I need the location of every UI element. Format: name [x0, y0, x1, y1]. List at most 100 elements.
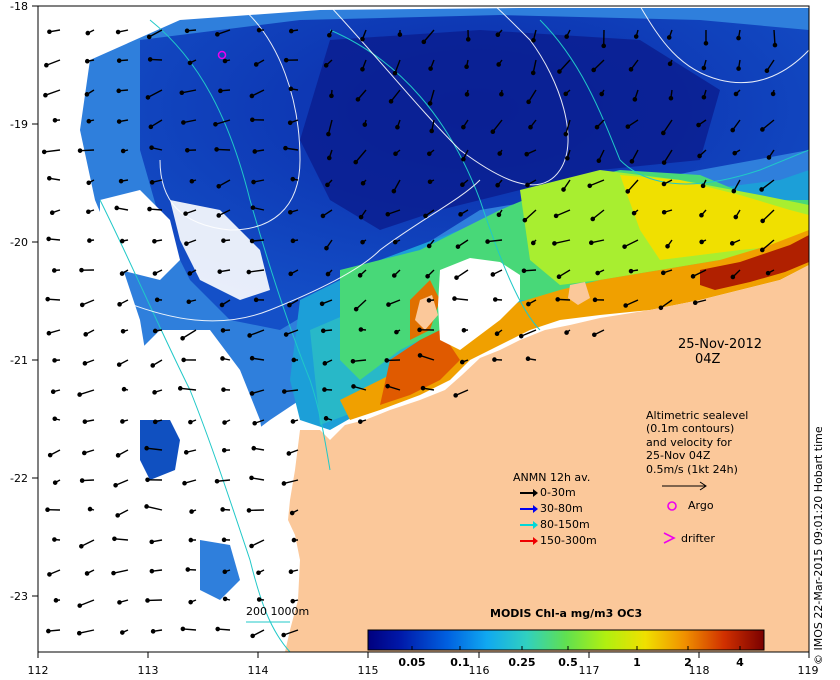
velocity-arrow [81, 539, 95, 547]
velocity-arrow [592, 209, 605, 220]
credit-text: © IMOS 22-Mar-2015 09:01:20 Hobart time [812, 426, 825, 665]
velocity-arrow-head [53, 598, 59, 603]
velocity-arrow-head [287, 302, 292, 308]
velocity-arrow-head [149, 145, 154, 150]
velocity-arrow-head [82, 361, 88, 366]
velocity-arrow-head [117, 302, 122, 307]
velocity-arrow-head [730, 274, 736, 280]
velocity-arrow [555, 209, 571, 217]
velocity-arrow [524, 209, 537, 221]
velocity-arrow-head [44, 62, 49, 68]
velocity-arrow-head [426, 243, 432, 249]
velocity-arrow-head [146, 34, 152, 40]
velocity-arrow [761, 179, 775, 191]
velocity-arrow-head [182, 480, 187, 486]
altimetry-note: 0.5m/s (1kt 24h) [646, 463, 738, 476]
colorbar-label: 4 [736, 656, 744, 669]
velocity-arrow-head [358, 214, 364, 220]
velocity-arrow-head [46, 330, 52, 336]
velocity-arrow-head [464, 92, 470, 97]
velocity-arrow-head [667, 61, 673, 67]
velocity-arrow-head [286, 451, 292, 456]
x-tick-label: 116 [468, 664, 490, 677]
time-label: 04Z [695, 352, 721, 367]
velocity-arrow-head [217, 269, 223, 274]
velocity-arrow-head [565, 155, 570, 161]
velocity-scale-arrow [662, 481, 707, 491]
velocity-arrow-head [77, 148, 83, 153]
velocity-arrow-head [759, 187, 764, 192]
velocity-arrow-head [118, 178, 124, 184]
velocity-arrow [147, 89, 163, 99]
velocity-arrow-head [120, 328, 126, 334]
velocity-arrow-head [116, 58, 122, 63]
bathymetry-contours [99, 19, 809, 652]
velocity-arrow-head [553, 213, 559, 219]
velocity-arrow-head [216, 213, 222, 218]
velocity-arrow-head [79, 478, 85, 483]
velocity-arrow-head [459, 359, 465, 365]
velocity-arrow-head [179, 90, 185, 96]
velocity-arrow-head [360, 66, 365, 72]
y-tick-label: -18 [10, 0, 28, 13]
velocity-arrow [113, 569, 129, 574]
velocity-arrow-head [221, 447, 227, 453]
velocity-arrow-head [253, 297, 259, 303]
velocity-arrow-head [46, 628, 51, 634]
velocity-arrow-head [180, 626, 186, 632]
x-tick-label: 117 [578, 664, 600, 677]
velocity-arrow [627, 179, 639, 192]
velocity-arrow [355, 149, 367, 163]
velocity-arrow-head [700, 183, 706, 189]
velocity-arrow-head [82, 419, 88, 424]
velocity-arrow-head [47, 452, 53, 458]
velocity-arrow-head [525, 356, 531, 361]
velocity-arrow-head [632, 97, 638, 102]
velocity-arrow-head [319, 301, 325, 307]
date-label: 25-Nov-2012 [678, 337, 763, 352]
velocity-arrow-head [592, 332, 597, 338]
velocity-arrow-head [214, 478, 220, 484]
velocity-arrow-head [150, 629, 156, 634]
velocity-arrow-head [119, 271, 125, 276]
velocity-arrow-head [358, 327, 364, 332]
velocity-arrow-head [148, 124, 154, 130]
velocity-arrow-head [185, 567, 191, 572]
velocity-arrow-head [661, 130, 666, 136]
velocity-arrow-head [599, 91, 605, 97]
velocity-arrow-head [249, 543, 254, 549]
velocity-arrow-head [759, 247, 765, 253]
velocity-arrow-head [668, 95, 674, 101]
velocity-arrow-head [556, 274, 562, 280]
velocity-arrow-head [628, 268, 634, 274]
velocity-arrow-head [79, 302, 85, 308]
velocity-arrow-head [563, 131, 569, 137]
velocity-arrow-head [152, 390, 157, 395]
velocity-arrow-head [555, 297, 561, 302]
velocity-arrow-head [351, 384, 356, 389]
velocity-arrow-head [87, 238, 92, 243]
velocity-arrow-head [736, 66, 741, 71]
velocity-arrow-head [322, 361, 328, 366]
velocity-arrow [520, 329, 537, 337]
velocity-arrow-head [253, 62, 259, 67]
velocity-arrow-head [324, 245, 329, 251]
velocity-arrow [80, 149, 95, 152]
velocity-arrow [762, 209, 775, 222]
velocity-arrow-head [290, 176, 296, 182]
velocity-arrow [394, 59, 401, 74]
x-tick-label: 118 [688, 664, 710, 677]
velocity-arrow-head [250, 117, 255, 123]
velocity-arrow-head [530, 70, 536, 76]
velocity-arrow [79, 629, 95, 634]
velocity-arrow-head [499, 91, 504, 97]
velocity-arrow-head [661, 209, 667, 215]
velocity-arrow-head [765, 270, 771, 276]
velocity-arrow-head [625, 189, 631, 194]
velocity-arrow-head [187, 271, 193, 276]
arrow-icon [520, 521, 538, 529]
velocity-arrow [589, 179, 605, 187]
velocity-arrow [146, 505, 163, 511]
velocity-arrow-head [52, 480, 58, 485]
